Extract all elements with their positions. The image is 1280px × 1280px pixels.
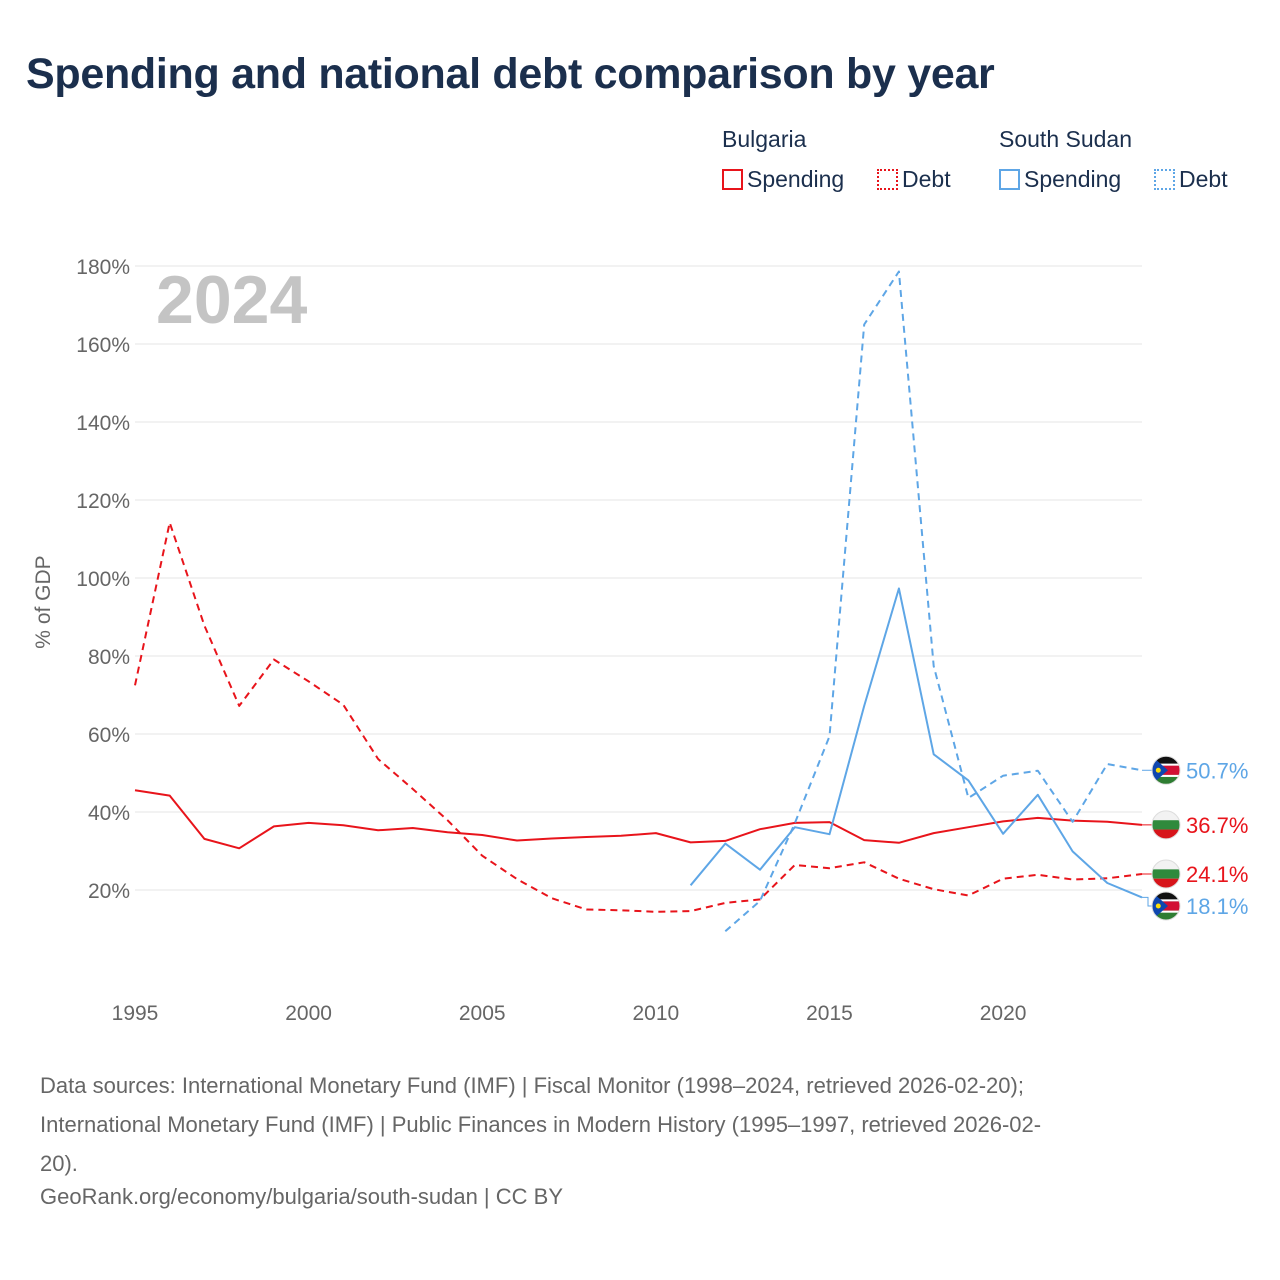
x-tick-label: 2005 [459, 1002, 506, 1025]
series-line-bulgaria-spending [134, 789, 1143, 850]
y-tick-label: 100% [76, 568, 130, 591]
data-sources: Data sources: International Monetary Fun… [40, 1066, 1240, 1183]
series-line-bulgaria-debt [134, 521, 1143, 913]
source-line: International Monetary Fund (IMF) | Publ… [40, 1112, 1042, 1137]
y-tick-label: 20% [88, 880, 130, 903]
chart-title: Spending and national debt comparison by… [26, 50, 995, 98]
y-axis-title: % of GDP [32, 555, 55, 648]
x-tick-label: 2000 [285, 1002, 332, 1025]
y-tick-label: 160% [76, 334, 130, 357]
chart-canvas: 20% 40% 60% 80% 100% 120% 140% 160% 180% 1995 200… [32, 256, 1248, 1025]
x-axis-ticks: 1995 2000 2005 2010 2015 2020 [112, 1002, 1027, 1025]
x-tick-label: 1995 [112, 1002, 159, 1025]
y-tick-label: 40% [88, 802, 130, 825]
end-value-label: 36.7% [1186, 813, 1248, 838]
source-line: Data sources: International Monetary Fun… [40, 1073, 1024, 1098]
legend-label-bulgaria-debt: Debt [902, 166, 951, 192]
end-labels: 50.7% 36.7% 24.1% 18.1% [1142, 755, 1248, 921]
x-tick-label: 2020 [980, 1002, 1027, 1025]
credit-link[interactable]: GeoRank.org/economy/bulgaria/south-sudan… [40, 1184, 563, 1209]
legend-swatch-south-sudan-spending [999, 169, 1020, 190]
legend: Bulgaria Spending Debt South Sudan Spend… [0, 0, 1280, 210]
end-value-label: 24.1% [1186, 862, 1248, 887]
y-tick-label: 140% [76, 412, 130, 435]
legend-item-south-sudan-debt[interactable]: Debt [1154, 166, 1228, 193]
series-lines [134, 270, 1143, 933]
year-watermark: 2024 [156, 262, 307, 338]
legend-label-bulgaria-spending: Spending [747, 166, 845, 192]
series-line-south-sudan-spending [689, 587, 1143, 899]
y-axis-ticks: 20% 40% 60% 80% 100% 120% 140% 160% 180% [76, 256, 130, 903]
end-value-label: 50.7% [1186, 758, 1248, 783]
legend-country-bulgaria: Bulgaria [722, 126, 807, 152]
y-tick-label: 80% [88, 646, 130, 669]
legend-country-south-sudan: South Sudan [999, 126, 1133, 152]
y-tick-label: 120% [76, 490, 130, 513]
legend-label-south-sudan-spending: Spending [1024, 166, 1122, 192]
south-sudan-flag-icon [1151, 755, 1181, 785]
bulgaria-flag-icon [1151, 810, 1181, 840]
legend-item-south-sudan-spending[interactable]: Spending [999, 166, 1121, 193]
legend-swatch-bulgaria-spending [722, 169, 743, 190]
south-sudan-flag-icon [1151, 891, 1181, 921]
bulgaria-flag-icon [1151, 859, 1181, 889]
legend-item-bulgaria-debt[interactable]: Debt [877, 166, 951, 193]
y-tick-label: 60% [88, 724, 130, 747]
gridlines [135, 265, 1142, 891]
end-value-label: 18.1% [1186, 894, 1248, 919]
legend-label-south-sudan-debt: Debt [1179, 166, 1228, 192]
end-label-leader [1142, 896, 1152, 907]
y-tick-label: 180% [76, 256, 130, 279]
series-line-south-sudan-debt [724, 270, 1143, 933]
x-tick-label: 2010 [633, 1002, 680, 1025]
x-tick-label: 2015 [806, 1002, 853, 1025]
legend-item-bulgaria-spending[interactable]: Spending [722, 166, 844, 193]
legend-swatch-south-sudan-debt [1154, 169, 1175, 190]
source-line: 20). [40, 1151, 78, 1176]
legend-swatch-bulgaria-debt [877, 169, 898, 190]
